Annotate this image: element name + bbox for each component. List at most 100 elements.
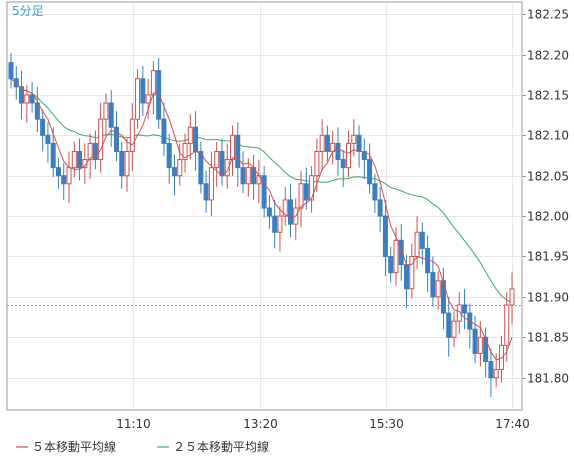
candle-body [346, 142, 352, 169]
candle-body [282, 199, 288, 217]
candle-body [303, 183, 309, 201]
y-tick-label: 181.95 [527, 250, 569, 264]
candle-body [24, 94, 30, 104]
candle-body [198, 150, 204, 185]
candle-body [272, 215, 278, 233]
x-tick-label: 11:10 [116, 417, 151, 431]
ma25-line [10, 78, 513, 304]
candle-body [193, 126, 199, 152]
candle-body [119, 150, 125, 177]
plot-frame [6, 1, 523, 411]
candle-body [203, 183, 209, 201]
candle-body [45, 134, 51, 144]
y-tick-label: 181.90 [527, 291, 569, 305]
candle-body [61, 175, 67, 185]
y-tick-label: 182.10 [527, 129, 569, 143]
candle-body [504, 304, 510, 346]
y-axis: 182.25 182.20 182.15 182.10 182.05 182.00 181.… [522, 8, 569, 386]
candle-body [288, 199, 294, 225]
candle-body [472, 328, 478, 354]
candle-body [124, 150, 130, 177]
candle-body [319, 134, 325, 152]
candle-body [171, 167, 177, 177]
y-tick-label: 182.20 [527, 49, 569, 63]
candle-body [351, 134, 357, 144]
x-tick-label: 15:30 [369, 417, 404, 431]
candle-body [309, 175, 315, 201]
candle-body [372, 183, 378, 201]
candle-body [477, 336, 483, 354]
y-tick-label: 182.15 [527, 89, 569, 103]
candle-body [71, 150, 77, 169]
candle-body [298, 183, 304, 209]
candle-body [235, 134, 241, 169]
legend-label: ２５本移動平均線 [173, 439, 269, 454]
candle-body [87, 142, 93, 161]
candle-body [356, 134, 362, 152]
candle-body [340, 159, 346, 169]
candle-body [19, 86, 25, 104]
candle-body [55, 167, 61, 177]
candle-body [498, 344, 504, 371]
candle-body [182, 142, 188, 161]
x-axis: 11:10 13:20 15:30 17:40 [116, 417, 530, 431]
y-tick-label: 182.25 [527, 8, 569, 22]
candle-body [509, 288, 515, 306]
candle-body [451, 320, 457, 338]
candle-body [77, 150, 83, 169]
candle-body [29, 94, 35, 104]
candle-body [66, 167, 72, 185]
candle-body [393, 239, 399, 274]
candle-body [414, 231, 420, 257]
candle-body [377, 199, 383, 217]
candles [8, 52, 515, 398]
candle-body [456, 304, 462, 322]
candle-body [177, 159, 183, 177]
candle-body [404, 264, 410, 290]
candle-body [92, 142, 98, 161]
candle-body [493, 369, 499, 379]
candle-body [324, 134, 330, 152]
candle-body [430, 272, 436, 298]
candle-body [483, 336, 489, 363]
y-tick-label: 182.05 [527, 170, 569, 184]
candle-body [187, 126, 193, 144]
candle-body [140, 78, 146, 104]
candle-body [98, 118, 104, 161]
candle-body [488, 361, 494, 379]
candle-body [367, 159, 373, 185]
candle-body [150, 70, 156, 96]
y-tick-label: 181.85 [527, 331, 569, 345]
legend-label: ５本移動平均線 [32, 439, 116, 454]
candle-body [103, 102, 109, 120]
candle-body [240, 167, 246, 185]
candle-body [314, 150, 320, 177]
candle-body [398, 239, 404, 266]
candle-body [208, 167, 214, 201]
candle-body [113, 126, 119, 152]
candle-body [161, 118, 167, 144]
candle-body [409, 255, 415, 290]
candle-body [382, 215, 388, 257]
candle-body [219, 150, 225, 177]
chart-title: 5分足 [12, 4, 44, 18]
x-tick-label: 13:20 [243, 417, 278, 431]
candle-body [419, 231, 425, 249]
candle-body [462, 304, 468, 314]
candle-body [435, 280, 441, 298]
candle-body [214, 150, 220, 169]
candle-body [108, 102, 114, 128]
candle-body [156, 70, 162, 120]
candle-body [277, 215, 283, 233]
ma5-series [10, 78, 513, 361]
candle-body [245, 167, 251, 185]
candle-body [229, 134, 235, 161]
candle-body [50, 142, 56, 169]
x-tick-label: 17:40 [495, 417, 530, 431]
ma25-series [10, 78, 513, 304]
candle-body [446, 312, 452, 338]
ma5-line [10, 78, 513, 361]
candle-body [261, 175, 267, 209]
